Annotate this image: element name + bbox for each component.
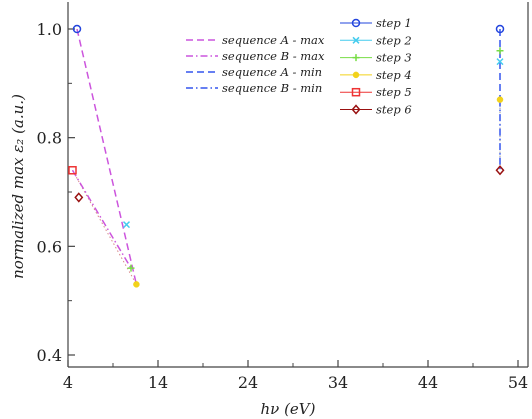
y-tick-label-0.6: 0.6 bbox=[37, 237, 62, 256]
legend-marker-step-2 bbox=[352, 36, 360, 44]
legend-label-step-1: step 1 bbox=[376, 16, 412, 30]
point-step-6-1 bbox=[74, 192, 84, 203]
y-tick-label-0.8: 0.8 bbox=[37, 129, 62, 148]
legend-label-step-2: step 2 bbox=[376, 33, 412, 47]
y-tick-label-1.0: 1.0 bbox=[37, 20, 62, 39]
legend-marker-step-4 bbox=[352, 71, 360, 79]
legend-label-sequence-a-max: sequence A - max bbox=[222, 33, 325, 47]
x-axis-title: hν (eV) bbox=[261, 400, 316, 418]
x-tick-label-34: 34 bbox=[328, 373, 348, 392]
point-step-3-2 bbox=[496, 47, 504, 55]
legend-label-sequence-b-max: sequence B - max bbox=[222, 49, 325, 63]
x-tick-label-44: 44 bbox=[418, 373, 438, 392]
point-step-1-2 bbox=[495, 24, 505, 34]
legend-label-sequence-b-min: sequence B - min bbox=[222, 81, 322, 95]
point-step-2-1 bbox=[122, 221, 131, 229]
legend: sequence A - max sequence B - max sequence… bbox=[186, 16, 412, 117]
connector-line-1 bbox=[72, 170, 137, 285]
legend-label-step-3: step 3 bbox=[376, 51, 412, 65]
series-lines bbox=[71, 28, 501, 285]
y-tick-label-0.4: 0.4 bbox=[37, 346, 62, 365]
series-markers bbox=[68, 24, 505, 288]
legend-label-step-4: step 4 bbox=[376, 68, 412, 82]
legend-label-step-6: step 6 bbox=[376, 103, 412, 117]
y-axis-title: normalized max ε₂ (a.u.) bbox=[9, 94, 27, 279]
point-step-3-1 bbox=[127, 264, 135, 272]
legend-marker-step-1 bbox=[351, 18, 361, 28]
x-tick-label-4: 4 bbox=[63, 373, 73, 392]
series-line-sequence-b-max bbox=[71, 169, 132, 269]
axes: 4 14 24 34 44 54 0.4 0.6 0.8 1.0 bbox=[37, 2, 529, 392]
point-step-6-2 bbox=[495, 165, 505, 176]
point-step-1-1 bbox=[72, 24, 82, 34]
legend-marker-step-5 bbox=[351, 87, 361, 97]
legend-label-step-5: step 5 bbox=[376, 85, 412, 99]
series-line-sequence-a-max bbox=[76, 28, 138, 285]
x-tick-label-14: 14 bbox=[148, 373, 168, 392]
point-step-5-1 bbox=[68, 166, 77, 175]
point-step-2-2 bbox=[496, 58, 504, 66]
point-step-4-1 bbox=[133, 281, 140, 288]
point-step-4-2 bbox=[496, 96, 504, 103]
legend-label-sequence-a-min: sequence A - min bbox=[222, 65, 322, 79]
legend-marker-step-3 bbox=[352, 54, 360, 62]
x-tick-label-54: 54 bbox=[508, 373, 528, 392]
x-tick-label-24: 24 bbox=[238, 373, 258, 392]
legend-marker-step-6 bbox=[351, 104, 361, 115]
